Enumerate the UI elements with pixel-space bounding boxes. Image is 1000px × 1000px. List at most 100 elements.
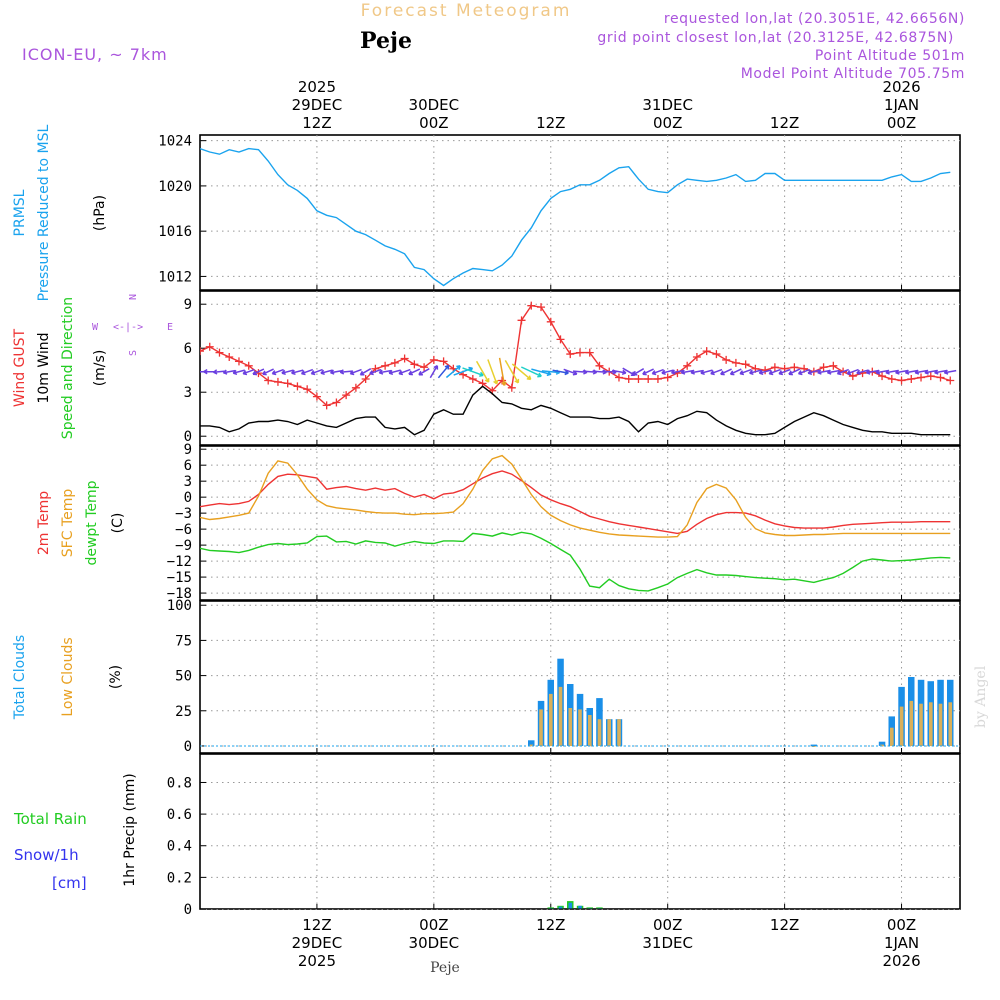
panel-side-label: 10m Wind [36, 332, 52, 403]
wind-direction-arrow [330, 369, 343, 375]
y-tick-label: 6 [184, 341, 192, 357]
compass-arrow: <-|-> [113, 322, 143, 333]
wind-direction-arrow [262, 368, 274, 376]
bar-secondary [812, 746, 816, 747]
gust-marker [283, 379, 292, 388]
panel-side-label: Speed and Direction [60, 297, 76, 439]
wind-direction-arrow [865, 369, 879, 375]
panel-frame [199, 600, 961, 754]
gust-marker [585, 348, 594, 357]
wind-direction-arrow [611, 369, 627, 376]
bar-secondary [539, 709, 543, 746]
wind-direction-arrow [680, 369, 694, 375]
gust-marker [410, 360, 419, 369]
gust-marker [293, 382, 302, 391]
gust-marker [342, 391, 351, 400]
top-time-label: 1JAN [884, 96, 919, 114]
bar-secondary [578, 709, 582, 746]
wind-direction-arrow [300, 368, 314, 376]
wind-gust-line [200, 304, 951, 407]
gust-marker [273, 377, 282, 386]
gust-marker [537, 303, 546, 312]
y-tick-label: 1016 [158, 224, 192, 240]
gust-marker [264, 376, 273, 385]
y-tick-label: 75 [175, 633, 192, 649]
wind-direction-arrow [817, 369, 830, 375]
gust-marker [420, 363, 429, 372]
gust-marker [897, 376, 906, 385]
y-tick-label: 0 [184, 490, 192, 506]
bar-secondary [558, 906, 563, 909]
panel-side-label: (%) [108, 665, 124, 689]
gust-marker [439, 357, 448, 366]
wind-direction-arrow [520, 366, 542, 378]
gust-marker [741, 360, 750, 369]
compass-e: E [167, 322, 173, 333]
wind-direction-arrow [807, 369, 820, 376]
wind-direction-arrow [797, 368, 810, 376]
wind-direction-arrow [504, 360, 520, 384]
y-tick-label: 1024 [158, 134, 192, 150]
gust-marker [517, 316, 526, 325]
precip-side-label: [cm] [52, 874, 87, 892]
gust-marker [361, 375, 370, 383]
gust-marker [546, 317, 555, 326]
gust-marker [595, 361, 604, 370]
bar-secondary [568, 708, 573, 746]
wind-direction-arrow [511, 363, 532, 381]
wind-direction-arrow [778, 368, 791, 376]
model-point-altitude: Model Point Altitude 705.75m [741, 66, 965, 82]
bar-primary [878, 741, 886, 746]
top-time-label: 00Z [887, 114, 916, 132]
y-tick-label: 3 [184, 385, 192, 401]
10m-wind-line [200, 385, 951, 436]
dewpt-temp-line [200, 531, 951, 592]
gust-marker [527, 301, 536, 310]
y-tick-label: 9 [184, 442, 192, 458]
wind-direction-arrow [642, 368, 654, 376]
gust-marker [712, 350, 721, 359]
precip-side-label: Total Rain [13, 810, 87, 828]
wind-direction-arrow [700, 369, 713, 376]
panel-frame [199, 290, 961, 446]
wind-direction-arrow [281, 369, 294, 376]
plot-area [200, 454, 951, 592]
top-time-label: 2025 [298, 78, 336, 96]
y-tick-label: −9 [175, 538, 192, 554]
wind-direction-arrow [252, 368, 265, 376]
panel-frame [199, 134, 961, 291]
precip-side-label: Snow/1h [14, 846, 79, 864]
gust-marker [215, 348, 224, 357]
panel-side-label: Wind GUST [12, 328, 28, 407]
panel-side-label: (hPa) [92, 195, 108, 231]
top-time-label: 12Z [302, 114, 331, 132]
wind-panel: 0 3 6 9 [184, 290, 961, 446]
gust-marker [683, 361, 692, 370]
panel-side-label: dewpt Temp [84, 480, 100, 565]
wind-direction-arrow [232, 369, 245, 376]
gust-marker [936, 373, 945, 382]
wind-direction-arrow [498, 357, 507, 386]
y-tick-label: 6 [184, 458, 192, 474]
bottom-time-label: 30DEC [409, 934, 460, 952]
wind-direction-arrow [429, 364, 439, 379]
top-time-label: 30DEC [409, 96, 460, 114]
bar-primary [528, 740, 535, 746]
precip-panel: 0 0.2 0.4 0.6 0.8 [167, 753, 961, 918]
wind-direction-arrow [349, 368, 362, 376]
point-altitude: Point Altitude 501m [815, 48, 965, 64]
panel-side-label: Low Clouds [60, 637, 76, 716]
wind-direction-arrow [749, 369, 762, 376]
y-tick-label: 1012 [158, 269, 192, 285]
wind-direction-arrow [914, 369, 928, 375]
bar-secondary [919, 703, 923, 746]
compass-s: S [128, 350, 139, 356]
bar-secondary [597, 719, 602, 746]
model-label: ICON-EU, ~ 7km [22, 45, 168, 64]
prmsl-line [200, 147, 951, 287]
bar-secondary [558, 686, 563, 746]
y-tick-label: 0 [184, 429, 192, 445]
bar-secondary [890, 727, 894, 746]
compass-w: W [92, 322, 99, 333]
